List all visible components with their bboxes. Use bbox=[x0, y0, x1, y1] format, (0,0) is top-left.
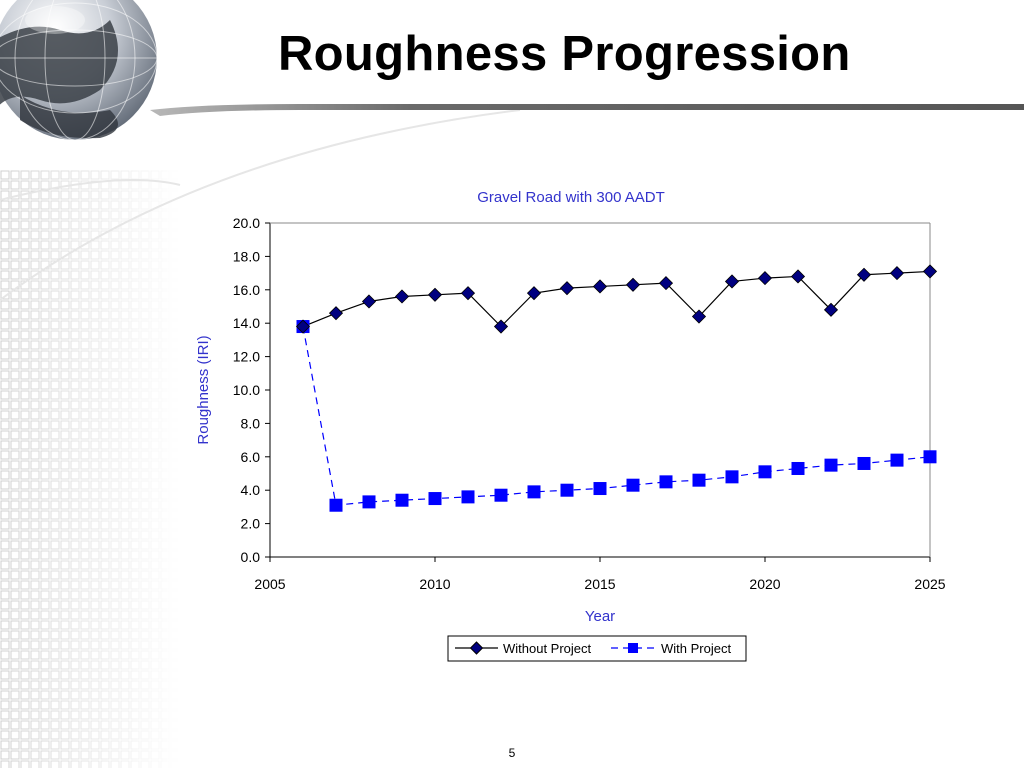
data-point-with-project bbox=[560, 483, 574, 497]
data-point-with-project bbox=[329, 498, 343, 512]
legend-label-with-project: With Project bbox=[661, 641, 731, 656]
x-tick-label: 2020 bbox=[749, 576, 780, 592]
data-point-without-project bbox=[757, 271, 773, 286]
data-point-without-project bbox=[493, 319, 509, 334]
data-point-without-project bbox=[856, 267, 872, 282]
y-tick-label: 10.0 bbox=[233, 382, 260, 398]
data-point-without-project bbox=[427, 287, 443, 302]
data-point-with-project bbox=[824, 458, 838, 472]
x-tick-label: 2005 bbox=[254, 576, 285, 592]
y-tick-label: 4.0 bbox=[241, 482, 261, 498]
data-point-with-project bbox=[527, 485, 541, 499]
data-point-without-project bbox=[658, 276, 674, 291]
chart-legend: Without Project With Project bbox=[447, 635, 747, 662]
data-point-without-project bbox=[592, 279, 608, 294]
data-point-without-project bbox=[559, 281, 575, 296]
data-point-with-project bbox=[395, 493, 409, 507]
data-point-without-project bbox=[889, 266, 905, 281]
data-point-without-project bbox=[460, 286, 476, 301]
data-point-with-project bbox=[758, 465, 772, 479]
x-tick-label: 2025 bbox=[914, 576, 945, 592]
slide-title: Roughness Progression bbox=[278, 27, 851, 81]
y-axis-label: Roughness (IRI) bbox=[195, 335, 212, 444]
data-point-with-project bbox=[593, 482, 607, 496]
data-point-with-project bbox=[626, 478, 640, 492]
y-tick-label: 2.0 bbox=[241, 516, 261, 532]
globe-icon bbox=[0, 0, 158, 141]
data-point-with-project bbox=[461, 490, 475, 504]
y-tick-label: 8.0 bbox=[241, 415, 261, 431]
data-point-with-project bbox=[494, 488, 508, 502]
legend-marker-without-project bbox=[469, 641, 484, 655]
data-point-without-project bbox=[361, 294, 377, 309]
data-point-with-project bbox=[791, 461, 805, 475]
chart-title: Gravel Road with 300 AADT bbox=[477, 189, 665, 206]
data-point-without-project bbox=[691, 309, 707, 324]
data-point-without-project bbox=[394, 289, 410, 304]
data-point-without-project bbox=[790, 269, 806, 284]
data-point-with-project bbox=[362, 495, 376, 509]
data-point-without-project bbox=[922, 264, 938, 279]
y-tick-label: 14.0 bbox=[233, 315, 260, 331]
data-point-with-project bbox=[428, 492, 442, 506]
legend-label-without-project: Without Project bbox=[503, 641, 592, 656]
y-tick-label: 20.0 bbox=[233, 215, 260, 231]
data-point-without-project bbox=[526, 286, 542, 301]
series-line-with-project bbox=[302, 326, 931, 506]
x-axis-label: Year bbox=[585, 608, 615, 625]
page-number: 5 bbox=[508, 746, 516, 760]
y-tick-label: 6.0 bbox=[241, 449, 261, 465]
data-point-with-project bbox=[857, 456, 871, 470]
x-tick-label: 2015 bbox=[584, 576, 615, 592]
y-tick-label: 18.0 bbox=[233, 248, 260, 264]
y-tick-label: 16.0 bbox=[233, 282, 260, 298]
data-point-without-project bbox=[625, 277, 641, 292]
data-point-with-project bbox=[923, 450, 937, 464]
y-tick-label: 0.0 bbox=[241, 549, 261, 565]
data-point-with-project bbox=[725, 470, 739, 484]
data-point-with-project bbox=[659, 475, 673, 489]
x-tick-label: 2010 bbox=[419, 576, 450, 592]
data-point-without-project bbox=[295, 319, 311, 334]
legend-marker-with-project bbox=[628, 643, 638, 653]
data-point-without-project bbox=[724, 274, 740, 289]
data-point-with-project bbox=[692, 473, 706, 487]
data-point-without-project bbox=[823, 302, 839, 317]
series-line-without-project bbox=[302, 270, 931, 328]
y-tick-label: 12.0 bbox=[233, 349, 260, 365]
data-point-without-project bbox=[328, 306, 344, 321]
data-point-with-project bbox=[890, 453, 904, 467]
